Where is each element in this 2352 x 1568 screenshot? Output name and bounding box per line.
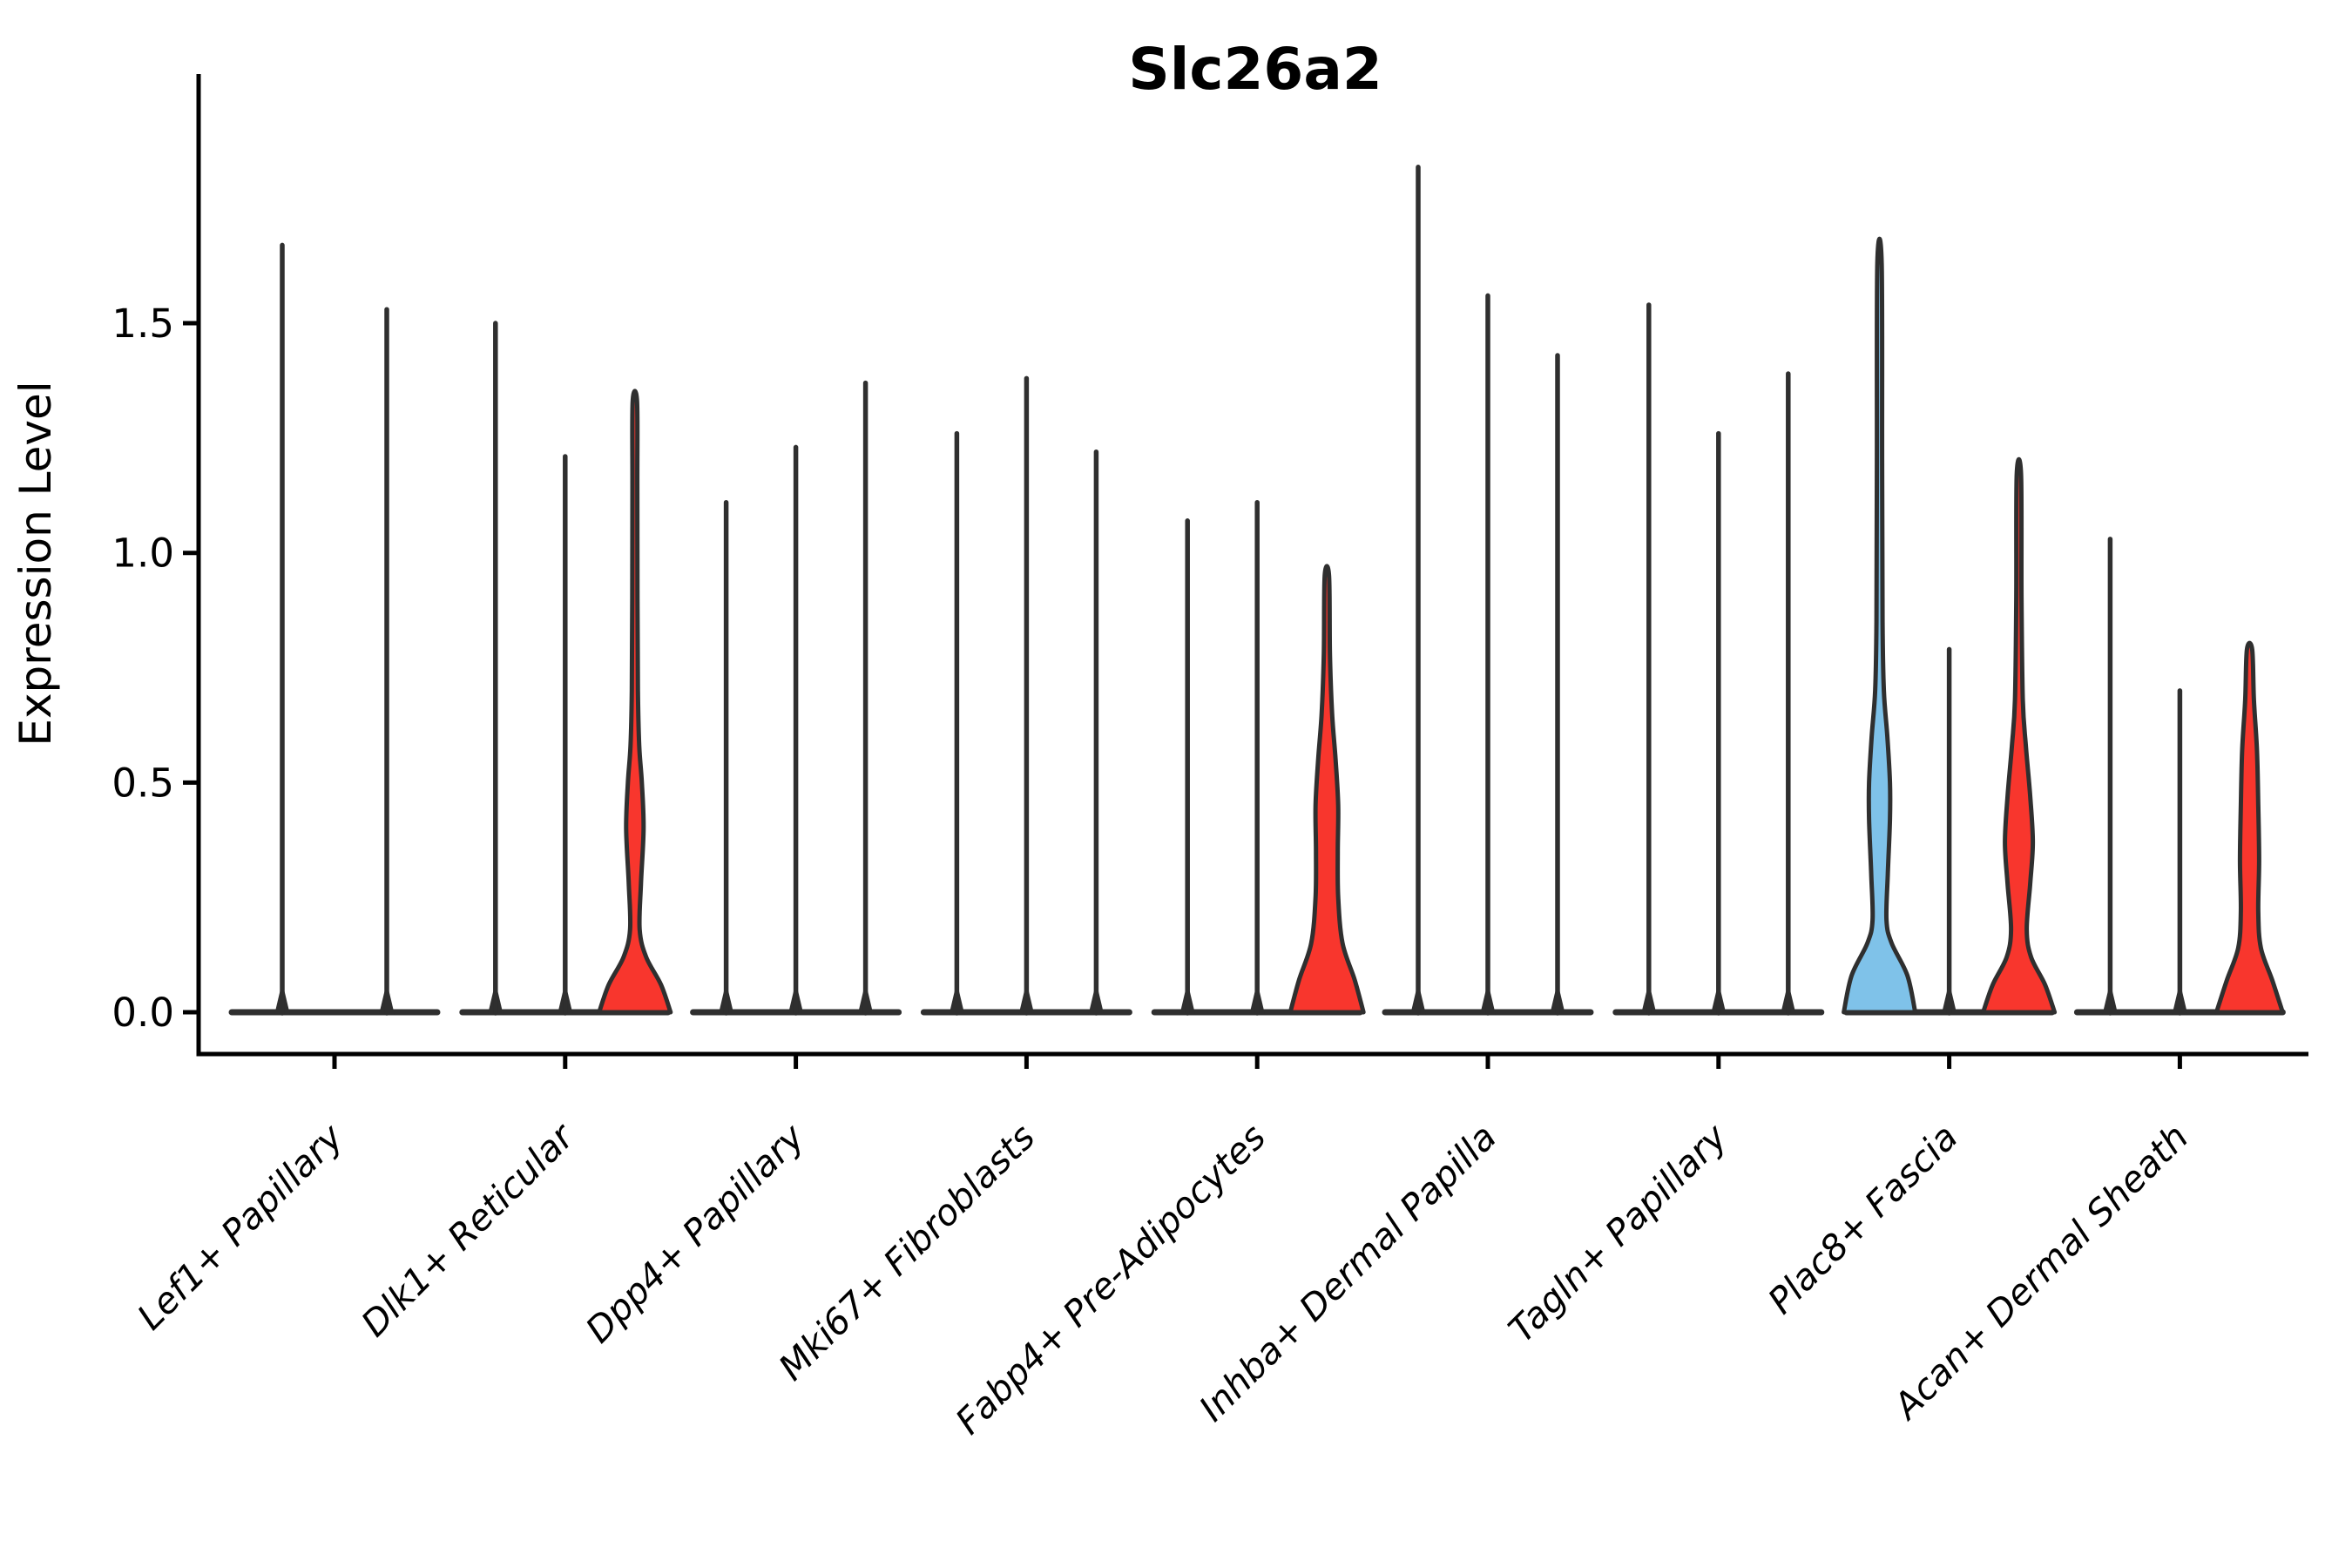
- violin-body: [1981, 456, 2058, 1015]
- violin-body: [597, 389, 673, 1015]
- y-tick-label: 1.5: [112, 301, 174, 347]
- x-tick-label: Lef1+ Papillary: [129, 1116, 351, 1338]
- x-tick-label: Tagln+ Papillary: [1500, 1116, 1735, 1351]
- violin-body: [1288, 564, 1366, 1015]
- x-tick-label: Dlk1+ Reticular: [353, 1115, 583, 1345]
- x-tick-label: Plac8+ Fascia: [1760, 1116, 1965, 1321]
- y-tick-label: 0.5: [112, 760, 174, 806]
- y-axis-label: Expression Level: [10, 381, 61, 746]
- plot-area: 0.0 0.5 1.0 1.5 Lef1+ Papillary Dlk1+ Reticul…: [112, 165, 2286, 1443]
- chart-title: Slc26a2: [1128, 36, 1382, 103]
- y-tick-label: 0.0: [112, 990, 174, 1036]
- x-tick-label: Dpp4+ Papillary: [578, 1116, 813, 1351]
- x-tick-label: Mki67+ Fibroblasts: [771, 1116, 1044, 1389]
- y-tick-label: 1.0: [112, 531, 174, 577]
- violin-body: [1842, 237, 1918, 1015]
- violin-body: [2213, 640, 2285, 1015]
